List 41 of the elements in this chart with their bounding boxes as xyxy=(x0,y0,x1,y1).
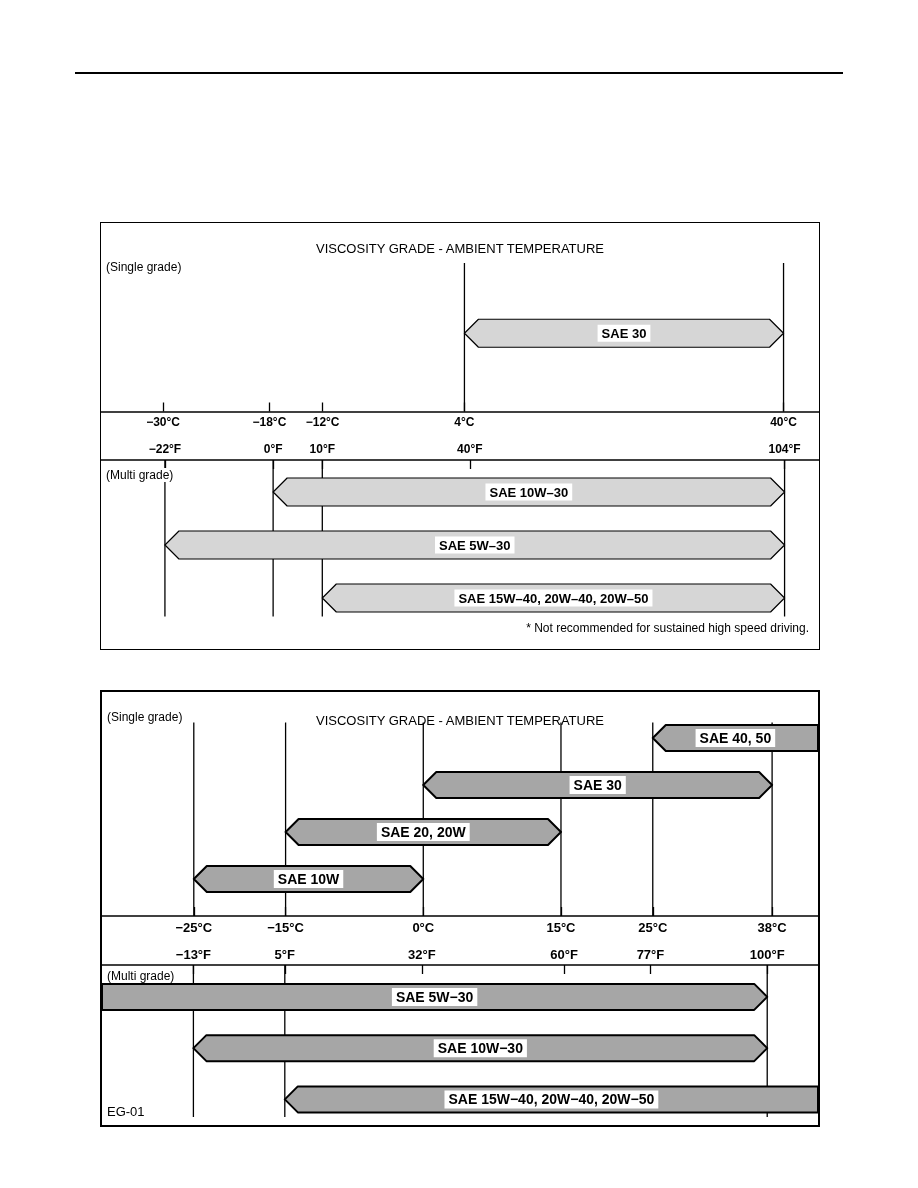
x-tick-label: 104°F xyxy=(768,442,801,456)
x-tick-label: 40°F xyxy=(457,442,483,456)
x-tick-label: 77°F xyxy=(636,947,665,962)
chart-subtitle: (Single grade) xyxy=(107,710,183,724)
y-tick-label: SAE 5W−30 xyxy=(395,988,474,1005)
y-tick-label: SAE 15W−40, 20W−40, 20W−50 xyxy=(448,1091,655,1108)
x-tick-label: 32°F xyxy=(408,947,436,962)
x-tick-label: 15°C xyxy=(546,920,577,935)
x-tick-label: −15°C xyxy=(267,920,305,935)
y-tick-label: SAE 30 xyxy=(601,325,647,341)
y-tick-label: SAE 40, 50 xyxy=(699,730,772,746)
chart-subtitle: (Multi grade) xyxy=(107,969,175,983)
text: (Multi grade) xyxy=(106,468,174,482)
x-tick-label: 100°F xyxy=(749,947,785,962)
x-tick-label: 38°C xyxy=(757,920,788,935)
x-tick-label: −12°C xyxy=(305,414,340,429)
chart-title: VISCOSITY GRADE - AMBIENT TEMPERATURE xyxy=(316,713,605,728)
x-tick-label: −13°F xyxy=(175,947,212,962)
annotation: EG-01 xyxy=(107,1104,145,1119)
y-tick-label: SAE 20, 20W xyxy=(380,824,467,840)
x-tick-label: 0°C xyxy=(412,920,435,935)
y-tick-label: SAE 30 xyxy=(573,777,623,793)
y-tick-label: SAE 15W–40, 20W–40, 20W–50 xyxy=(458,590,649,606)
y-tick-label: SAE 10W xyxy=(277,871,341,887)
chart-title: VISCOSITY GRADE - AMBIENT TEMPERATURE xyxy=(316,241,605,256)
chart-subtitle: (Single grade) xyxy=(106,260,182,274)
x-tick-label: 4°C xyxy=(454,414,475,429)
x-tick-label: 60°F xyxy=(550,947,578,962)
y-tick-label: SAE 5W–30 xyxy=(438,537,511,553)
x-tick-label: −18°C xyxy=(252,414,287,429)
y-tick-label: SAE 10W–30 xyxy=(489,484,569,500)
x-tick-label: 10°F xyxy=(309,442,336,456)
x-tick-label: 5°F xyxy=(274,947,296,962)
x-tick-label: 25°C xyxy=(638,920,668,935)
x-tick-label: −25°C xyxy=(175,920,213,935)
x-tick-label: 40°C xyxy=(770,414,798,429)
x-tick-label: −22°F xyxy=(148,442,182,456)
y-tick-label: SAE 10W−30 xyxy=(437,1040,524,1057)
x-tick-label: 0°F xyxy=(263,442,283,456)
text: * Not recommended for sustained high speed driving. xyxy=(526,621,809,635)
x-tick-label: −30°C xyxy=(146,414,181,429)
